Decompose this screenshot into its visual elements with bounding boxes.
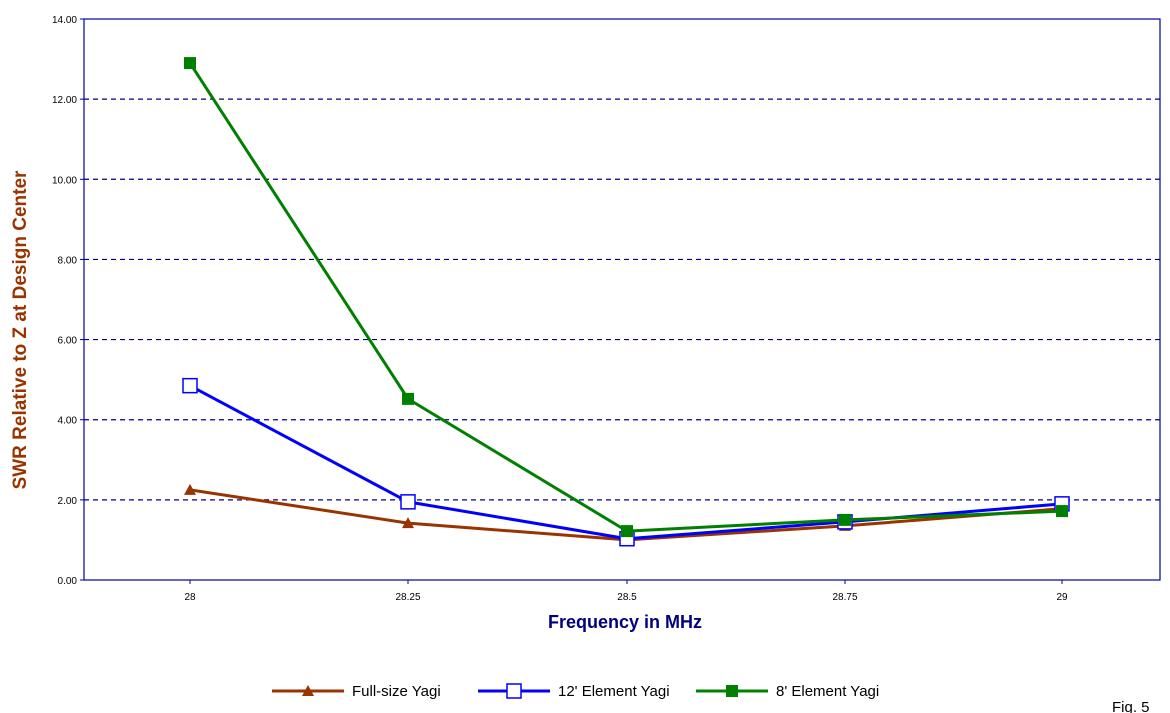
data-point-filled-square bbox=[621, 525, 633, 538]
data-series bbox=[182, 57, 1070, 547]
legend-label: Full-size Yagi bbox=[352, 683, 441, 700]
y-tick-labels: 0.00 2.00 4.00 6.00 8.00 10.00 12.00 14.00 bbox=[52, 15, 77, 587]
y-tick-label: 14.00 bbox=[52, 15, 77, 26]
data-point-filled-square bbox=[726, 685, 738, 697]
figure-label: Fig. 5 bbox=[1112, 699, 1150, 713]
data-point-filled-square bbox=[1056, 505, 1068, 518]
series-12-element-yagi bbox=[182, 377, 1070, 547]
y-axis-title: SWR Relative to Z at Design Center bbox=[10, 170, 31, 489]
data-point-filled-square bbox=[839, 513, 851, 526]
y-tick-label: 2.00 bbox=[58, 496, 78, 507]
data-point-triangle bbox=[184, 483, 196, 495]
data-point-triangle bbox=[402, 517, 414, 529]
series-8-element-yagi bbox=[184, 57, 1068, 538]
data-point-triangle bbox=[302, 685, 314, 696]
x-tick-label: 28 bbox=[184, 592, 196, 603]
legend-entry: 8' Element Yagi bbox=[696, 683, 879, 700]
y-tick-label: 8.00 bbox=[58, 255, 78, 266]
legend: Full-size Yagi 12' Element Yagi 8' Element… bbox=[272, 683, 879, 700]
y-tick-label: 0.00 bbox=[58, 576, 78, 587]
legend-entry: 12' Element Yagi bbox=[478, 683, 670, 700]
series-line bbox=[188, 62, 1063, 533]
data-point-filled-square bbox=[184, 57, 196, 70]
axes bbox=[80, 18, 1161, 584]
x-tick-label: 28.5 bbox=[617, 592, 637, 603]
plot-frame bbox=[83, 18, 1161, 581]
x-tick-labels: 28 28.25 28.5 28.75 29 bbox=[184, 592, 1068, 603]
x-axis-title: Frequency in MHz bbox=[548, 612, 702, 632]
legend-label: 12' Element Yagi bbox=[558, 683, 670, 700]
legend-label: 8' Element Yagi bbox=[776, 683, 879, 700]
data-point-open-square bbox=[400, 494, 416, 510]
data-point-open-square bbox=[182, 377, 198, 394]
y-tick-label: 6.00 bbox=[58, 336, 78, 347]
y-tick-label: 10.00 bbox=[52, 175, 77, 186]
y-tick-label: 12.00 bbox=[52, 95, 77, 106]
legend-entry: Full-size Yagi bbox=[272, 683, 441, 700]
y-tick-label: 4.00 bbox=[58, 416, 78, 427]
data-point-open-square bbox=[506, 683, 522, 699]
grid-lines bbox=[84, 98, 1160, 501]
x-tick-label: 28.25 bbox=[395, 592, 420, 603]
x-tick-label: 29 bbox=[1056, 592, 1068, 603]
data-point-filled-square bbox=[402, 392, 414, 405]
x-tick-label: 28.75 bbox=[832, 592, 857, 603]
